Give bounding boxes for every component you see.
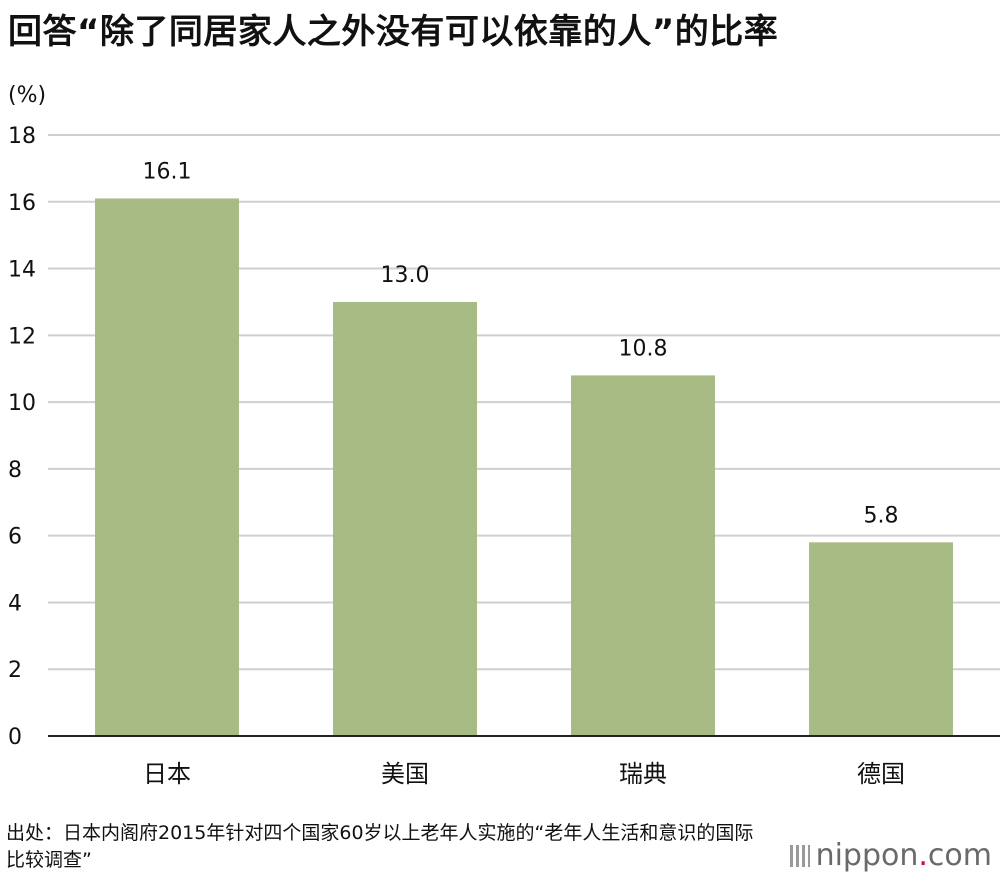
y-axis-ticks: 0 2 4 6 8 10 12 14 16 18 bbox=[8, 124, 36, 750]
y-tick-label: 0 bbox=[8, 725, 22, 750]
chart-title: 回答“除了同居家人之外没有可以依靠的人”的比率 bbox=[8, 12, 779, 52]
y-tick-label: 6 bbox=[8, 525, 22, 550]
x-tick-label: 日本 bbox=[143, 760, 191, 788]
value-label: 10.8 bbox=[619, 336, 668, 361]
logo-name: nippon bbox=[815, 838, 919, 873]
x-tick-label: 美国 bbox=[381, 760, 429, 788]
value-labels: 16.1 13.0 10.8 5.8 bbox=[143, 159, 899, 528]
logo-stripes-icon bbox=[789, 845, 810, 867]
logo-suffix: com bbox=[927, 838, 992, 873]
value-label: 16.1 bbox=[143, 159, 192, 184]
x-tick-label: 德国 bbox=[857, 760, 905, 788]
y-tick-label: 12 bbox=[8, 324, 36, 349]
bars bbox=[95, 198, 953, 736]
bar bbox=[809, 542, 953, 736]
value-label: 5.8 bbox=[864, 503, 899, 528]
y-tick-label: 16 bbox=[8, 191, 36, 216]
bar bbox=[571, 375, 715, 736]
y-tick-label: 4 bbox=[8, 591, 22, 616]
y-tick-label: 18 bbox=[8, 124, 36, 149]
value-label: 13.0 bbox=[381, 263, 430, 288]
bar bbox=[333, 301, 477, 736]
y-tick-label: 14 bbox=[8, 258, 36, 283]
nippon-logo: nippon.com bbox=[789, 838, 992, 873]
y-tick-label: 8 bbox=[8, 458, 22, 483]
y-tick-label: 2 bbox=[8, 658, 22, 683]
source-note: 出处：日本内阁府2015年针对四个国家60岁以上老年人实施的“老年人生活和意识的… bbox=[6, 822, 754, 871]
logo-dot: . bbox=[918, 838, 928, 873]
x-axis-ticks: 日本 美国 瑞典 德国 bbox=[143, 760, 905, 788]
y-axis-unit-label: (%) bbox=[8, 83, 46, 108]
y-tick-label: 10 bbox=[8, 391, 36, 416]
bar bbox=[95, 198, 239, 736]
x-tick-label: 瑞典 bbox=[619, 760, 667, 788]
